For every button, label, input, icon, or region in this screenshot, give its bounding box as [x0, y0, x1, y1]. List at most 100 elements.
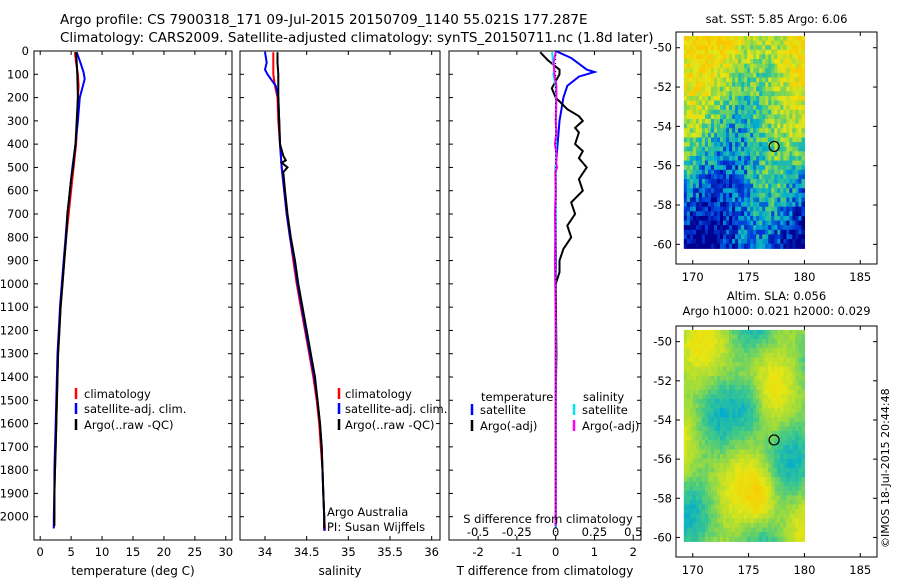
map-cell [759, 339, 763, 345]
map-cell [756, 334, 760, 340]
map-cell [689, 329, 694, 336]
map-cell [683, 371, 688, 377]
map-cell [765, 481, 769, 487]
map-cell [786, 426, 790, 432]
map-cell [741, 435, 745, 441]
map-cell [792, 463, 796, 469]
map-cell [720, 114, 724, 120]
map-cell [771, 229, 775, 236]
map-cell [747, 160, 751, 166]
map-cell [686, 220, 691, 226]
map-cell [759, 394, 763, 400]
map-cell [789, 68, 793, 74]
map-cell [783, 389, 787, 395]
map-cell [765, 132, 769, 139]
map-cell [762, 49, 766, 55]
map-cell [683, 123, 688, 129]
map-cell [726, 403, 730, 409]
map-cell [732, 362, 736, 368]
map-cell [759, 105, 763, 111]
map-cell [704, 490, 709, 496]
map-cell [801, 243, 806, 249]
map-cell [756, 394, 760, 400]
map-cell [753, 114, 757, 120]
map-cell [744, 63, 748, 69]
map-cell [720, 417, 724, 423]
map-cell [732, 490, 736, 496]
map-cell [792, 95, 796, 102]
map-cell [723, 481, 727, 487]
map-cell [732, 151, 736, 157]
map-cell [713, 476, 718, 483]
map-cell [750, 100, 754, 106]
map-cell [783, 467, 787, 473]
map-cell [762, 86, 766, 92]
map-cell [747, 142, 751, 148]
map-cell [710, 343, 715, 349]
map-cell [710, 49, 715, 55]
map-cell [686, 95, 691, 102]
map-cell [768, 59, 772, 65]
map-cell [786, 472, 790, 478]
map-cell [695, 68, 700, 74]
map-cell [707, 188, 712, 194]
map-cell [729, 504, 733, 510]
map-cell [795, 206, 799, 212]
map-cell [729, 527, 733, 533]
map-cell [762, 458, 766, 464]
map-cell [756, 35, 760, 42]
map-cell [765, 463, 769, 469]
map-cell [756, 82, 760, 88]
map-cell [747, 211, 751, 217]
map-cell [683, 352, 688, 359]
map-cell [762, 412, 766, 418]
map-cell [783, 375, 787, 382]
map-cell [738, 197, 742, 203]
map-cell [707, 532, 712, 538]
map-cell [744, 132, 748, 139]
map-cell [710, 486, 715, 492]
map-cell [729, 86, 733, 92]
map-cell [747, 192, 751, 199]
map-cell [795, 174, 799, 180]
map-cell [701, 440, 706, 446]
map-cell [777, 77, 781, 83]
map-cell [801, 495, 806, 501]
map-cell [695, 132, 700, 139]
map-cell [707, 165, 712, 171]
map-cell [741, 105, 745, 111]
map-cell [792, 132, 796, 139]
map-cell [738, 59, 742, 65]
map-cell [735, 334, 739, 340]
map-cell [789, 160, 793, 166]
map-cell [777, 174, 781, 180]
map-cell [704, 463, 709, 469]
map-cell [780, 467, 784, 473]
map-cell [735, 59, 739, 65]
plot-frame [33, 50, 233, 541]
map-cell [707, 215, 712, 222]
map-cell [786, 499, 790, 506]
map-cell [798, 380, 803, 386]
map-cell [744, 146, 748, 152]
map-cell [729, 476, 733, 483]
map-cell [710, 239, 715, 245]
map-cell [786, 532, 790, 538]
map-cell [795, 155, 799, 162]
map-cell [683, 95, 688, 102]
map-cell [792, 403, 796, 409]
map-cell [738, 234, 742, 240]
map-cell [692, 532, 697, 538]
x-tick-label: 180 [793, 270, 815, 284]
map-cell [792, 366, 796, 372]
map-cell [798, 394, 803, 400]
x-tick-label: 170 [682, 563, 704, 577]
map-cell [689, 421, 694, 428]
map-cell [774, 192, 778, 199]
map-cell [710, 385, 715, 391]
map-cell [789, 426, 793, 432]
map-cell [753, 137, 757, 143]
map-cell [729, 179, 733, 185]
map-cell [795, 440, 799, 446]
map-cell [744, 509, 748, 515]
